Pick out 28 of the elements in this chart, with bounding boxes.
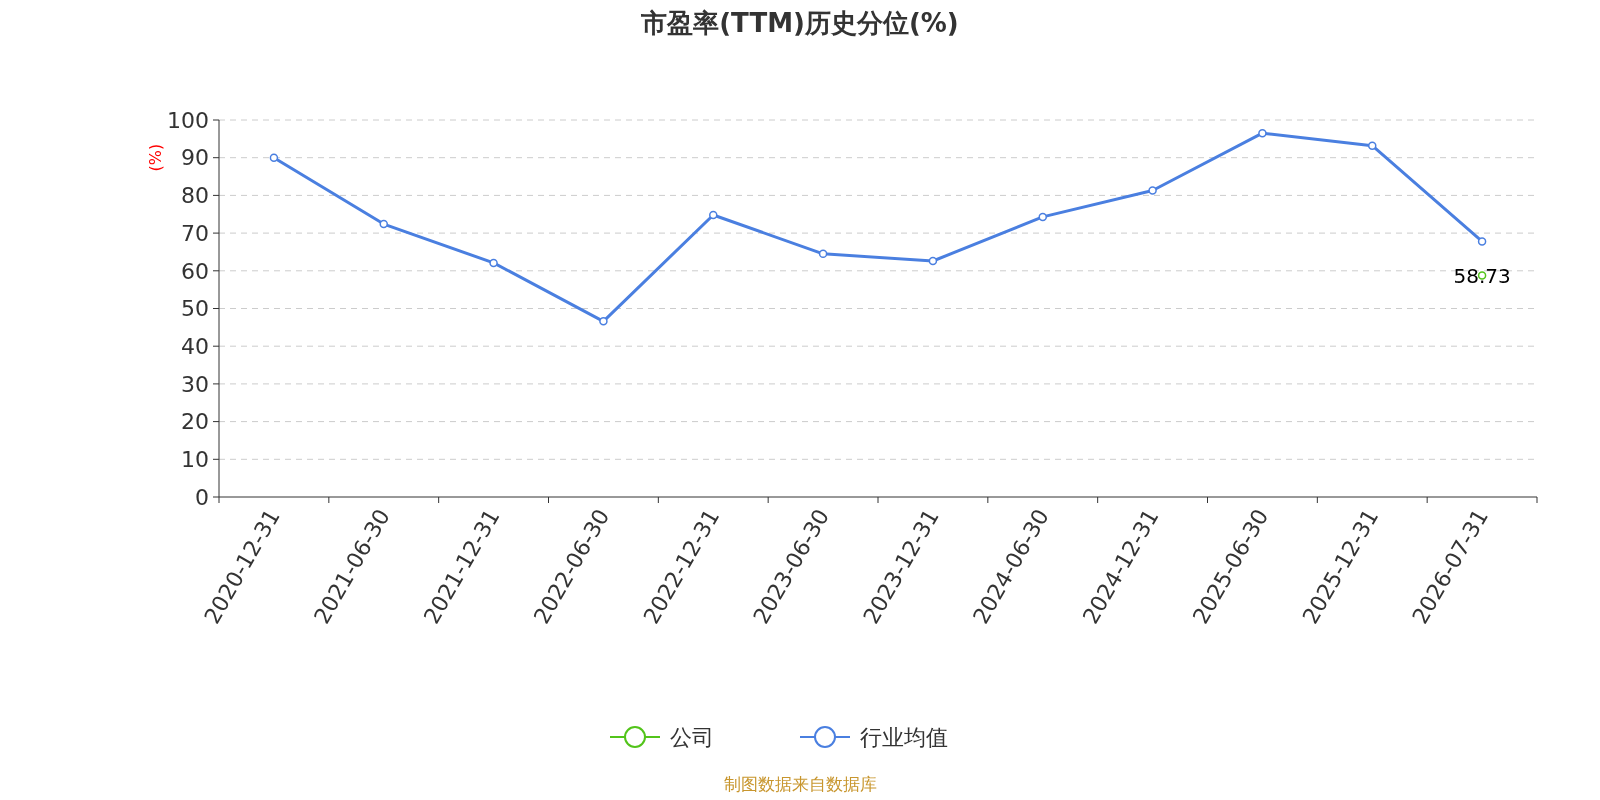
y-tick-label: 40 xyxy=(181,333,209,359)
y-tick-label: 100 xyxy=(167,107,209,133)
point xyxy=(928,256,938,266)
point xyxy=(269,153,279,162)
y-axis-title: (%) xyxy=(146,143,165,172)
point xyxy=(1038,212,1047,222)
text: 制图数据来自数据库 xyxy=(723,774,877,794)
point xyxy=(379,219,388,229)
y-tick-label: 0 xyxy=(195,484,209,510)
y-tick-label: 90 xyxy=(181,145,209,171)
point xyxy=(1258,128,1267,138)
y-tick-label: 10 xyxy=(181,447,209,472)
legend-label: 行业均值 xyxy=(860,724,948,750)
point xyxy=(818,249,828,259)
point xyxy=(489,258,498,268)
y-tick-label: 50 xyxy=(181,296,209,322)
y-tick-label: 30 xyxy=(181,371,209,397)
y-tick-label: 80 xyxy=(181,183,209,209)
legend-label: 公司 xyxy=(670,724,714,750)
point xyxy=(1368,141,1377,150)
point xyxy=(599,317,608,326)
point xyxy=(709,210,718,220)
y-tick-label: 20 xyxy=(181,409,209,435)
y-tick-label: 70 xyxy=(181,220,209,246)
y-tick-label: 60 xyxy=(181,258,209,284)
point xyxy=(1477,237,1487,246)
point xyxy=(1148,186,1157,195)
chart-title: 市盈率(TTM)历史分位(%) xyxy=(640,8,959,38)
